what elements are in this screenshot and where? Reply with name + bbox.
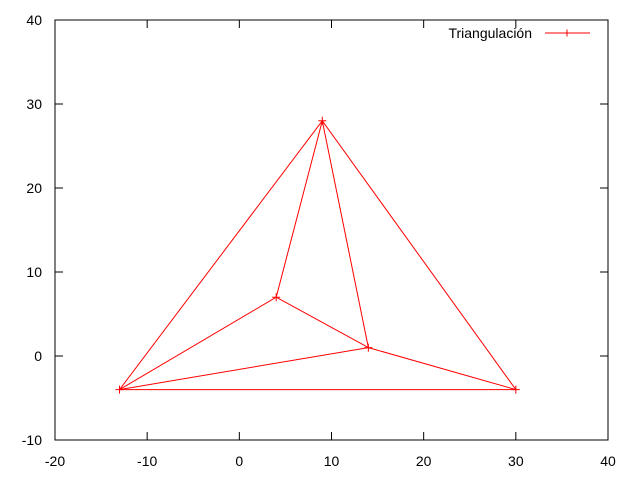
data-point-marker [318, 116, 327, 125]
y-axis-ticks: -10 0 10 20 30 40 [22, 12, 608, 448]
triangulation-edges [119, 120, 517, 391]
x-tick-label: -10 [137, 453, 157, 469]
y-tick-label: 20 [26, 180, 42, 196]
x-axis-ticks: -20 -10 0 10 20 30 40 [45, 20, 616, 469]
y-tick-label: 40 [26, 12, 42, 28]
triangulation-edge [119, 120, 323, 390]
triangulation-edge [368, 347, 516, 391]
triangulation-edge [119, 296, 277, 391]
x-tick-label: 30 [508, 453, 524, 469]
triangulation-edge [119, 347, 369, 391]
y-tick-label: -10 [22, 432, 42, 448]
legend-label: Triangulación [448, 25, 532, 41]
plot-frame [54, 19, 609, 441]
data-point-marker [511, 385, 520, 394]
legend: Triangulación [448, 25, 590, 41]
x-tick-label: -20 [45, 453, 65, 469]
legend-marker [563, 29, 571, 37]
triangulation-edge [321, 120, 517, 390]
triangulation-edge [275, 296, 369, 349]
x-tick-label: 0 [235, 453, 243, 469]
x-tick-label: 10 [324, 453, 340, 469]
data-point-marker [364, 343, 373, 352]
y-tick-label: 10 [26, 264, 42, 280]
y-tick-label: 0 [34, 348, 42, 364]
x-tick-label: 40 [600, 453, 616, 469]
data-point-marker [272, 293, 281, 302]
y-tick-label: 30 [26, 96, 42, 112]
triangulation-points [115, 116, 520, 394]
triangulation-edge [275, 120, 323, 298]
data-point-marker [115, 385, 124, 394]
triangulation-edge [321, 120, 369, 348]
x-tick-label: 20 [416, 453, 432, 469]
